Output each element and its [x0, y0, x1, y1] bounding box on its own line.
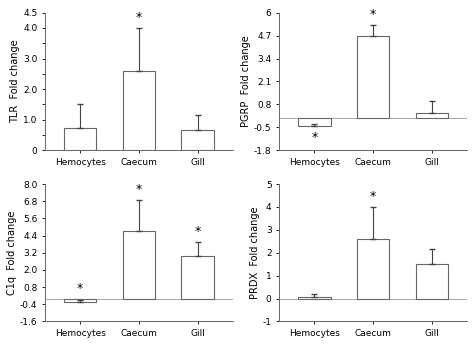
- Y-axis label: C1q  Fold change: C1q Fold change: [7, 210, 17, 295]
- Bar: [64, 298, 96, 302]
- Bar: [416, 114, 448, 118]
- Text: *: *: [136, 183, 142, 196]
- Text: *: *: [136, 11, 142, 24]
- Bar: [123, 71, 155, 150]
- Bar: [298, 297, 330, 298]
- Y-axis label: PRDX  Fold change: PRDX Fold change: [250, 207, 260, 299]
- Text: *: *: [77, 283, 83, 295]
- Text: *: *: [311, 131, 318, 144]
- Y-axis label: TLR  Fold change: TLR Fold change: [10, 40, 20, 123]
- Bar: [416, 264, 448, 298]
- Bar: [298, 118, 330, 126]
- Y-axis label: PGRP  Fold change: PGRP Fold change: [241, 36, 251, 127]
- Bar: [64, 128, 96, 150]
- Bar: [123, 231, 155, 298]
- Bar: [182, 256, 214, 298]
- Bar: [357, 239, 389, 298]
- Text: *: *: [194, 225, 201, 238]
- Bar: [357, 37, 389, 118]
- Text: *: *: [370, 190, 376, 203]
- Bar: [182, 130, 214, 150]
- Text: *: *: [370, 8, 376, 21]
